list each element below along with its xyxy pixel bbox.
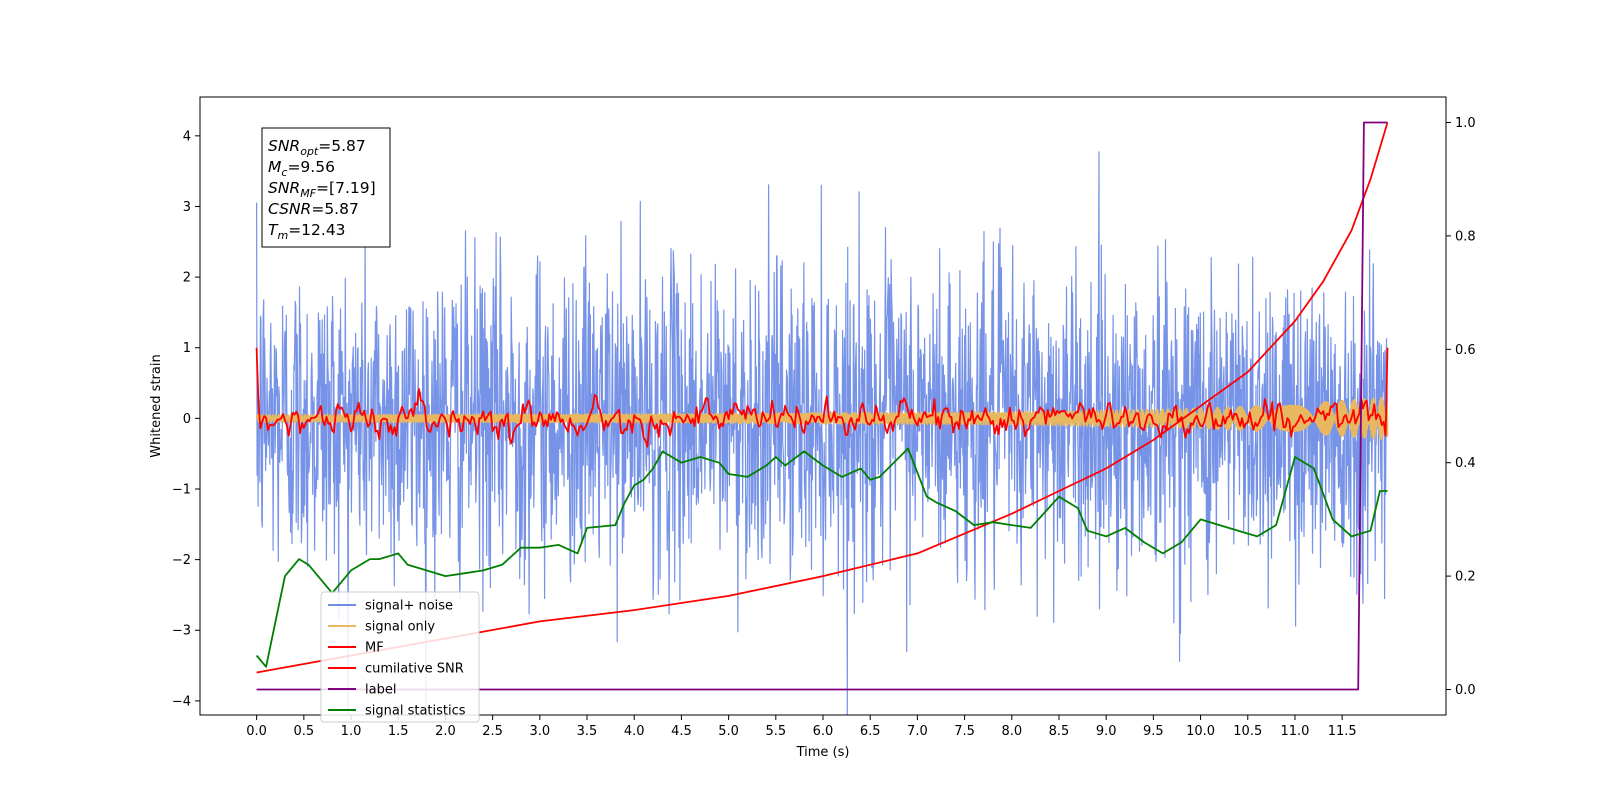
y-tick-label-left: −1 xyxy=(172,482,191,497)
stats-line: Tm=12.43 xyxy=(268,221,346,242)
y-tick-label-right: 1.0 xyxy=(1455,116,1476,131)
stats-line: CSNR=5.87 xyxy=(268,200,359,218)
y-tick-label-right: 0.4 xyxy=(1455,456,1476,471)
x-tick-label: 3.5 xyxy=(577,724,598,739)
series-line-signal-statistics xyxy=(255,447,1388,668)
x-tick-label: 2.0 xyxy=(435,724,456,739)
x-tick-label: 6.0 xyxy=(813,724,834,739)
stats-box-frame xyxy=(261,127,391,248)
x-tick-label: 2.5 xyxy=(482,724,503,739)
x-tick-label: 10.5 xyxy=(1233,724,1262,739)
y-tick-label-left: −2 xyxy=(172,553,191,568)
x-tick-label: 11.5 xyxy=(1328,724,1357,739)
x-axis-label: Time (s) xyxy=(796,745,850,760)
x-tick-label: 5.5 xyxy=(765,724,786,739)
legend-label: label xyxy=(365,683,396,698)
legend-label: signal statistics xyxy=(365,704,466,719)
legend: signal+ noise signal only MF cumilative SNR… xyxy=(320,591,480,723)
series-line-cumilative-snr xyxy=(256,122,1389,674)
y-tick-label-left: 0 xyxy=(183,412,191,427)
stats-line: SNRopt=5.87 xyxy=(268,137,366,158)
x-tick-label: 0.5 xyxy=(293,724,314,739)
y-tick-label-left: 3 xyxy=(183,200,191,215)
legend-frame xyxy=(320,591,480,723)
x-tick-label: 9.0 xyxy=(1096,724,1117,739)
y-tick-label-left: 4 xyxy=(183,129,191,144)
series-line-signal-noise xyxy=(256,151,1389,715)
legend-label: signal+ noise xyxy=(365,599,453,614)
stats-line: SNRMF=[7.19] xyxy=(268,179,376,200)
x-tick-label: 6.5 xyxy=(860,724,881,739)
y-tick-label-left: 2 xyxy=(183,271,191,286)
legend-label: MF xyxy=(365,641,384,656)
x-tick-label: 4.5 xyxy=(671,724,692,739)
x-tick-label: 4.0 xyxy=(624,724,645,739)
y-tick-label-right: 0.6 xyxy=(1455,343,1476,358)
x-tick-label: 1.0 xyxy=(341,724,362,739)
axes-layer: 0.0 0.5 1.0 1.5 2.0 2.5 3.0 3.5 4.0 4.5 5.0 5.5 6.0 6… xyxy=(172,116,1476,739)
y-tick-label-right: 0.8 xyxy=(1455,229,1476,244)
x-tick-label: 7.5 xyxy=(954,724,975,739)
series-line-label xyxy=(256,121,1388,691)
x-tick-label: 9.5 xyxy=(1143,724,1164,739)
y-tick-label-left: 1 xyxy=(183,341,191,356)
x-tick-label: 8.5 xyxy=(1049,724,1070,739)
x-tick-label: 1.5 xyxy=(388,724,409,739)
x-tick-label: 0.0 xyxy=(246,724,267,739)
series-line-mf xyxy=(255,347,1389,448)
y-axis-label-left: Whitened strain xyxy=(149,354,164,457)
x-tick-label: 8.0 xyxy=(1001,724,1022,739)
x-tick-label: 11.0 xyxy=(1280,724,1309,739)
series-layer xyxy=(255,121,1389,715)
y-tick-label-left: −3 xyxy=(172,624,191,639)
x-tick-label: 7.0 xyxy=(907,724,928,739)
stats-line: Mc=9.56 xyxy=(268,158,335,179)
x-tick-label: 3.0 xyxy=(529,724,550,739)
y-tick-label-right: 0.0 xyxy=(1455,683,1476,698)
legend-label: signal only xyxy=(365,620,435,635)
y-tick-label-left: −4 xyxy=(172,694,191,709)
legend-label: cumilative SNR xyxy=(365,662,464,677)
x-tick-label: 10.0 xyxy=(1186,724,1215,739)
x-tick-label: 5.0 xyxy=(718,724,739,739)
y-tick-label-right: 0.2 xyxy=(1455,570,1476,585)
